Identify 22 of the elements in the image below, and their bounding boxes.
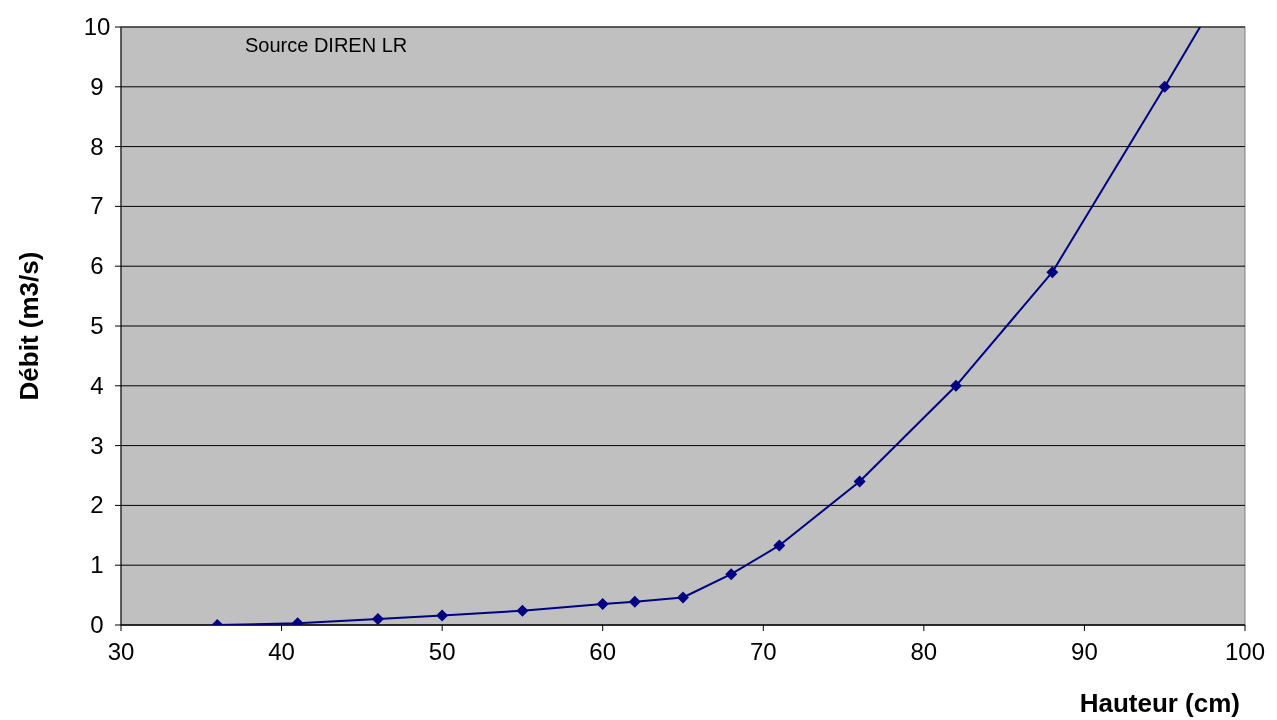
y-tick-label: 2: [90, 491, 104, 519]
y-tick-label: 4: [90, 371, 104, 399]
y-tick-label: 3: [90, 431, 104, 459]
y-tick-label: 7: [90, 192, 104, 220]
y-tick-label: 5: [90, 312, 104, 339]
x-axis-title: Hauteur (cm): [1079, 688, 1240, 718]
x-tick-label: 100: [1224, 638, 1266, 665]
y-tick-label: 1: [90, 551, 104, 579]
y-tick-label: 6: [90, 252, 104, 280]
x-tick-label: 80: [910, 638, 938, 665]
x-tick-label: 60: [589, 638, 617, 665]
x-tick-label: 90: [1071, 638, 1098, 665]
y-tick-label: 10: [83, 13, 111, 40]
y-tick-label: 0: [90, 611, 104, 638]
x-tick-label: 50: [428, 638, 456, 665]
x-tick-label: 30: [107, 638, 135, 665]
x-tick-label: 40: [268, 638, 295, 665]
y-axis-title: Débit (m3/s): [14, 251, 44, 401]
y-tick-label: 9: [90, 72, 104, 100]
x-tick-label: 70: [749, 638, 777, 665]
y-tick-label: 8: [90, 132, 104, 160]
annotation: Source DIREN LR: [245, 34, 408, 56]
